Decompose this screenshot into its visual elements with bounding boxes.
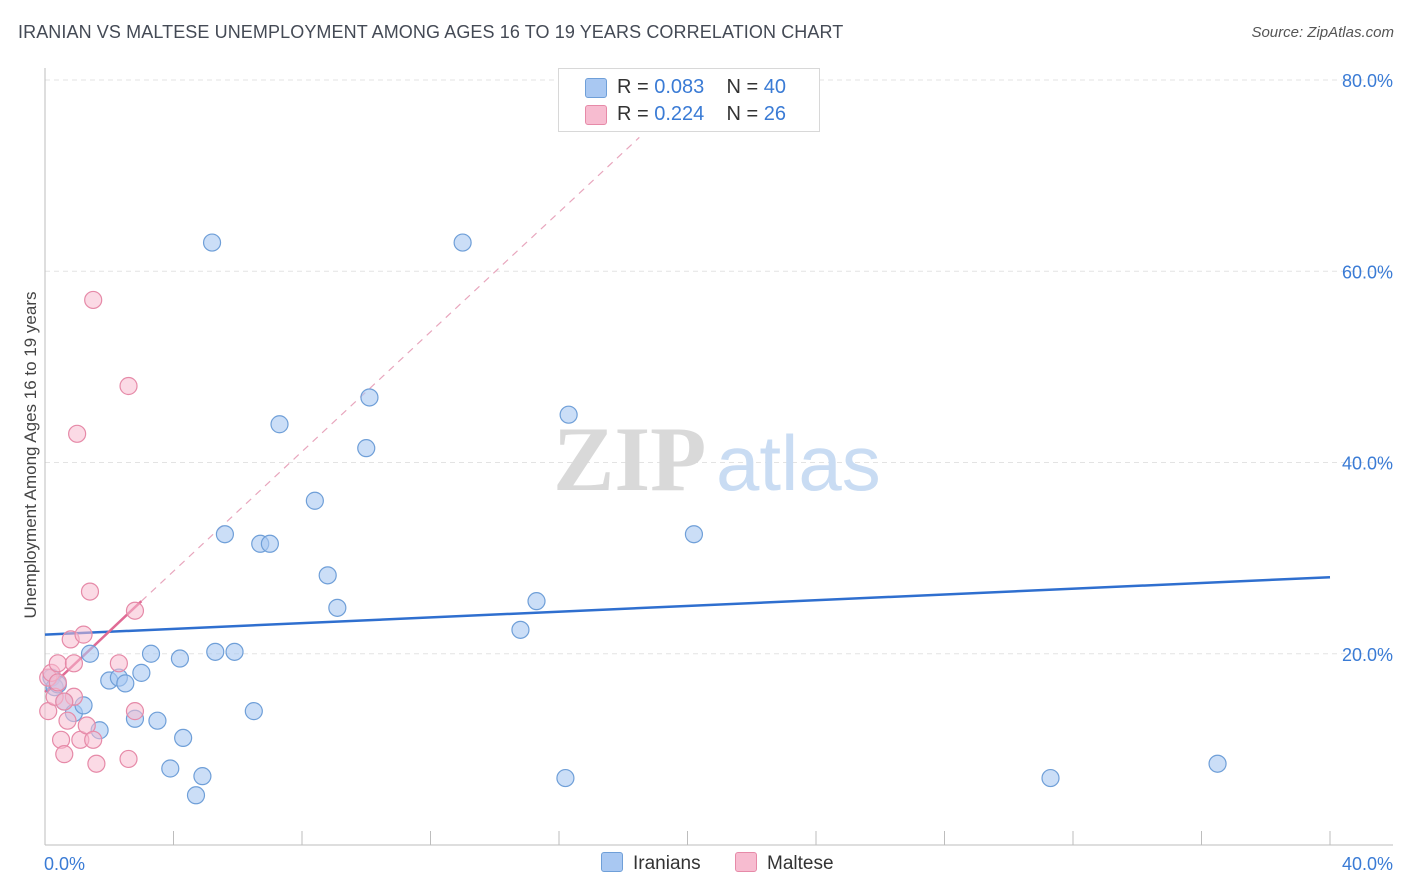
maltese-point [68, 424, 87, 443]
watermark-zip: ZIP [553, 408, 706, 510]
maltese-point [74, 625, 93, 644]
maltese-point [109, 654, 128, 673]
watermark: ZIP atlas [553, 408, 881, 510]
iranians-legend-swatch [601, 852, 623, 872]
iranians-point [215, 525, 234, 544]
maltese-point [87, 754, 106, 773]
iranians-point [684, 525, 704, 544]
watermark-atlas: atlas [716, 419, 881, 507]
maltese-swatch [585, 105, 607, 125]
iranians-point [132, 663, 151, 682]
source-label: Source: ZipAtlas.com [1251, 24, 1394, 41]
bottom-legend-iranians: Iranians [601, 852, 701, 875]
bottom-legend-maltese: Maltese [735, 852, 834, 875]
iranians-point [80, 644, 100, 663]
y-tick-label: 60.0% [1342, 262, 1393, 282]
iranians-point [116, 674, 135, 693]
maltese-legend-swatch [735, 852, 757, 872]
iranians-point [328, 598, 347, 617]
maltese-trend-extension [140, 136, 640, 602]
iranians-point [148, 711, 167, 730]
maltese-point [80, 582, 100, 601]
y-tick-label: 80.0% [1342, 71, 1393, 91]
iranians-point [360, 388, 379, 407]
legend-text-maltese: R = 0.224 N = 26 [617, 103, 787, 125]
maltese-point [48, 673, 67, 692]
maltese-point [119, 376, 138, 396]
maltese-point [55, 745, 74, 764]
iranians-point [511, 620, 530, 639]
iranians-point [202, 233, 222, 252]
iranians-point [305, 491, 324, 510]
maltese-point [48, 654, 67, 673]
maltese-point [119, 749, 138, 769]
iranians-point [1041, 768, 1060, 788]
data-points [39, 233, 1227, 805]
iranians-point [206, 642, 225, 661]
iranians-point [225, 642, 244, 661]
y-axis-label: Unemployment Among Ages 16 to 19 years [21, 292, 40, 619]
y-tick-label: 40.0% [1342, 454, 1393, 474]
iranians-trend-line [44, 576, 1331, 636]
correlation-legend: R = 0.083 N = 40 R = 0.224 N = 26 [558, 68, 820, 132]
iranians-point [260, 534, 279, 553]
iranians-point [170, 649, 190, 668]
iranians-point [270, 415, 289, 434]
maltese-point [125, 601, 145, 620]
iranians-swatch [585, 78, 607, 98]
iranians-point [174, 728, 193, 748]
maltese-point [84, 290, 103, 310]
maltese-point [125, 702, 145, 721]
iranians-point [527, 592, 546, 611]
iranians-point [357, 439, 376, 458]
iranians-point [559, 405, 578, 424]
x-tick-label-max: 40.0% [1342, 854, 1393, 874]
iranians-point [186, 786, 206, 805]
iranians-point [453, 233, 472, 252]
x-tick-label-min: 0.0% [44, 854, 85, 874]
iranians-point [318, 566, 337, 585]
maltese-point [84, 730, 103, 749]
y-tick-label: 20.0% [1342, 645, 1393, 665]
gridlines [45, 79, 1393, 655]
iranians-point [244, 702, 263, 721]
maltese-point [58, 711, 77, 730]
tick-labels: 20.0% 40.0% 60.0% 80.0% 0.0% 40.0% [44, 71, 1393, 874]
iranians-point [141, 644, 161, 663]
iranians-point [161, 759, 180, 778]
maltese-point [55, 692, 74, 711]
maltese-point [64, 654, 84, 673]
iranians-point [1208, 754, 1227, 773]
iranians-legend-label: Iranians [633, 853, 701, 874]
iranians-point [193, 767, 212, 786]
iranians-point [556, 768, 575, 788]
maltese-legend-label: Maltese [767, 853, 834, 874]
chart-title: IRANIAN VS MALTESE UNEMPLOYMENT AMONG AG… [18, 22, 844, 42]
legend-text-iranians: R = 0.083 N = 40 [617, 76, 787, 98]
